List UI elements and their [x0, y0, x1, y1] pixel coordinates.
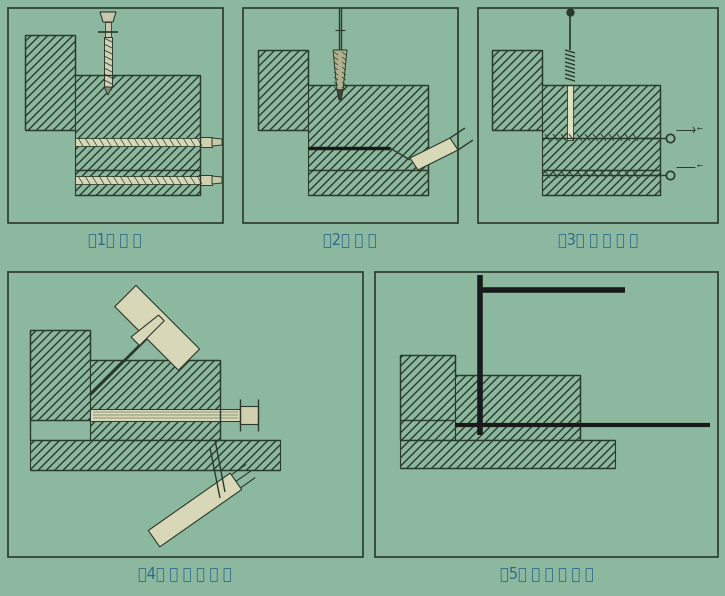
Bar [25, 35, 75, 130]
Bar [567, 85, 573, 140]
Text: （2） 清 孔: （2） 清 孔 [323, 232, 377, 247]
Bar [492, 50, 542, 130]
Text: ←: ← [697, 164, 703, 170]
Bar [104, 37, 112, 87]
Bar [75, 170, 200, 195]
Polygon shape [212, 176, 222, 184]
Bar [542, 85, 660, 170]
Bar [455, 375, 580, 440]
Bar [542, 170, 660, 195]
Polygon shape [149, 473, 241, 547]
Bar [400, 355, 455, 440]
Bar [200, 137, 212, 147]
Polygon shape [333, 50, 347, 90]
Bar [200, 175, 212, 185]
Text: （4） 注 入 胶 粘 剂: （4） 注 入 胶 粘 剂 [138, 567, 232, 582]
Bar [308, 170, 428, 195]
Polygon shape [212, 138, 222, 146]
Polygon shape [410, 138, 458, 170]
Bar [8, 272, 363, 557]
Bar [75, 176, 200, 184]
Text: （1） 成 孔: （1） 成 孔 [88, 232, 142, 247]
Bar [75, 75, 200, 170]
Bar [375, 272, 718, 557]
Bar [90, 360, 220, 440]
Polygon shape [100, 12, 116, 22]
Polygon shape [337, 90, 343, 100]
Bar [258, 50, 308, 130]
Bar [30, 440, 280, 470]
Bar [478, 8, 718, 223]
Polygon shape [115, 285, 199, 370]
Bar [90, 409, 240, 421]
Bar [240, 406, 258, 424]
Bar [243, 8, 458, 223]
Bar [308, 85, 428, 170]
Bar [400, 440, 615, 468]
Text: （5） 插 入 连 接 件: （5） 插 入 连 接 件 [500, 567, 594, 582]
Bar [30, 330, 90, 420]
Text: （3） 丙 酮 清 洗: （3） 丙 酮 清 洗 [558, 232, 638, 247]
Bar [105, 22, 111, 37]
Polygon shape [131, 315, 165, 346]
Bar [8, 8, 223, 223]
Polygon shape [104, 87, 112, 95]
Text: ←: ← [697, 127, 703, 133]
Bar [75, 138, 200, 146]
